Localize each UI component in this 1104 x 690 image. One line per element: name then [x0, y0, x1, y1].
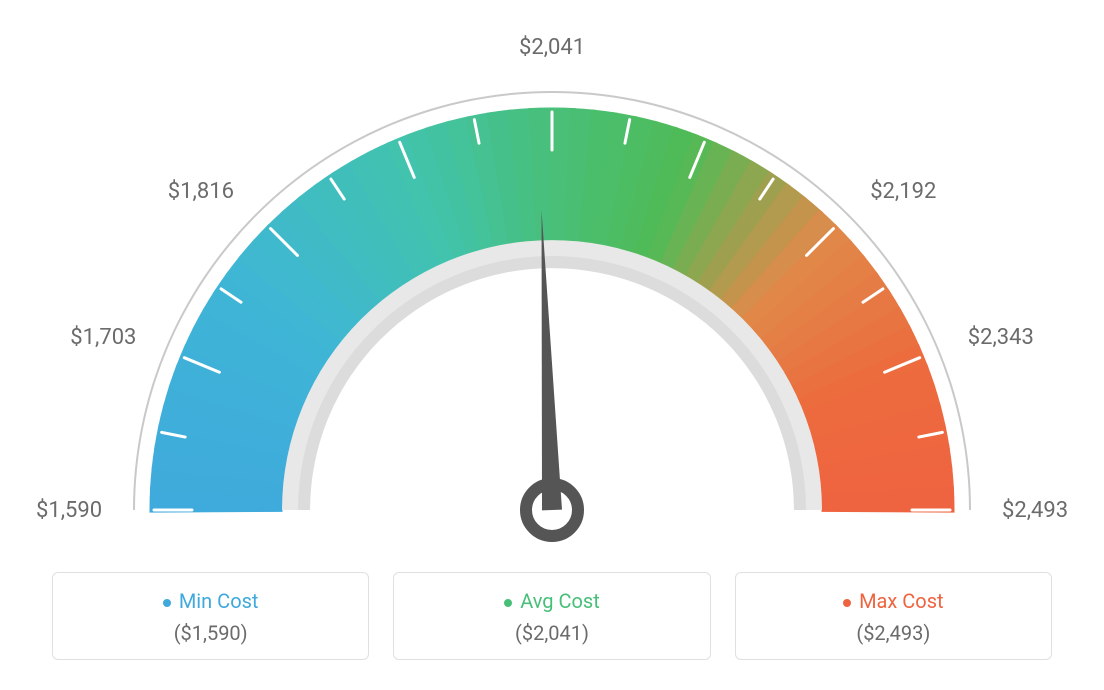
- tick-label: $1,590: [36, 498, 102, 523]
- gauge-chart: $1,590$1,703$1,816$2,041$2,192$2,343$2,4…: [72, 20, 1032, 540]
- legend-title-text: Max Cost: [859, 589, 944, 613]
- tick-label: $2,192: [870, 179, 936, 204]
- gauge-svg: [72, 20, 1032, 580]
- dot-icon: [504, 599, 512, 607]
- legend-title-text: Avg Cost: [520, 589, 600, 613]
- legend-card-avg: Avg Cost ($2,041): [393, 572, 710, 660]
- legend-row: Min Cost ($1,590) Avg Cost ($2,041) Max …: [52, 572, 1052, 660]
- tick-label: $1,703: [70, 325, 136, 350]
- legend-value-avg: ($2,041): [394, 621, 709, 645]
- legend-title-min: Min Cost: [53, 589, 368, 613]
- tick-label: $2,493: [1002, 498, 1068, 523]
- tick-label: $2,041: [519, 35, 585, 60]
- legend-title-text: Min Cost: [179, 589, 259, 613]
- dot-icon: [163, 599, 171, 607]
- legend-card-max: Max Cost ($2,493): [735, 572, 1052, 660]
- dot-icon: [843, 599, 851, 607]
- legend-value-min: ($1,590): [53, 621, 368, 645]
- legend-card-min: Min Cost ($1,590): [52, 572, 369, 660]
- legend-value-max: ($2,493): [736, 621, 1051, 645]
- tick-label: $1,816: [168, 179, 234, 204]
- tick-label: $2,343: [968, 325, 1034, 350]
- legend-title-max: Max Cost: [736, 589, 1051, 613]
- legend-title-avg: Avg Cost: [394, 589, 709, 613]
